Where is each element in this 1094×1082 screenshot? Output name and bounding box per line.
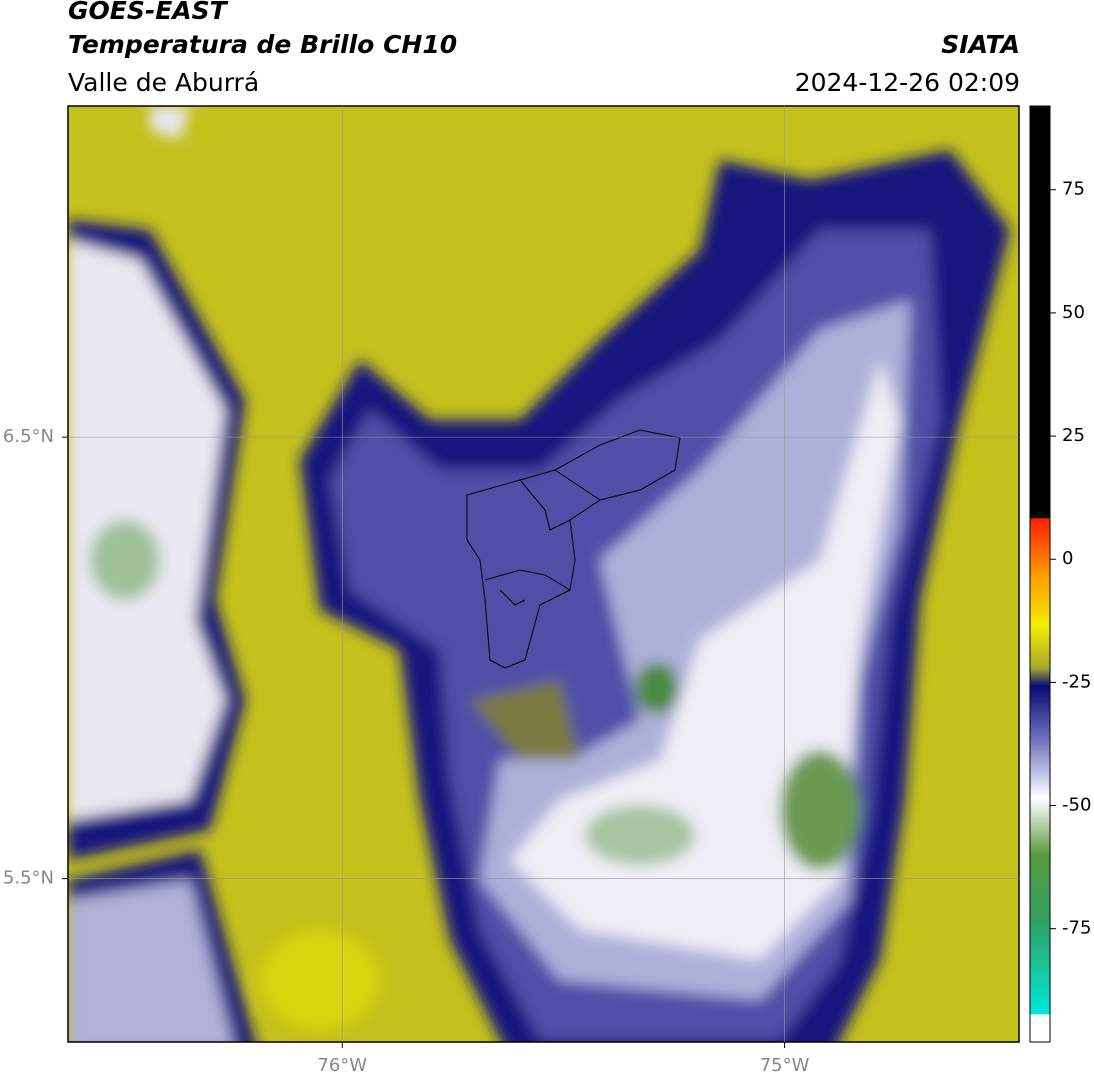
x-tick-label: 75°W [760, 1055, 810, 1076]
map-frame [67, 105, 1020, 1043]
x-tick-label: 76°W [317, 1055, 367, 1076]
colorbar-tick-label: -50 [1062, 795, 1091, 816]
municipal-boundaries [466, 429, 681, 669]
source: SIATA [941, 30, 1020, 59]
y-tick-label: 6.5°N [3, 426, 54, 447]
y-tick-label: 5.5°N [3, 868, 54, 889]
title: GOES-EAST [68, 0, 229, 25]
subtitle: Temperatura de Brillo CH10 [68, 30, 457, 59]
brightness-temperature-field [68, 106, 1019, 1042]
datetime: 2024-12-26 02:09 [795, 68, 1020, 97]
colorbar [1029, 105, 1051, 1043]
colorbar-tick-label: -25 [1062, 671, 1091, 692]
colorbar-tick-label: 25 [1062, 425, 1085, 446]
colorbar-tick-label: 75 [1062, 179, 1085, 200]
colorbar-tick-label: 0 [1062, 548, 1073, 569]
colorbar-tick-label: -75 [1062, 918, 1091, 939]
colorbar-tick-label: 50 [1062, 302, 1085, 323]
region: Valle de Aburrá [68, 68, 259, 97]
